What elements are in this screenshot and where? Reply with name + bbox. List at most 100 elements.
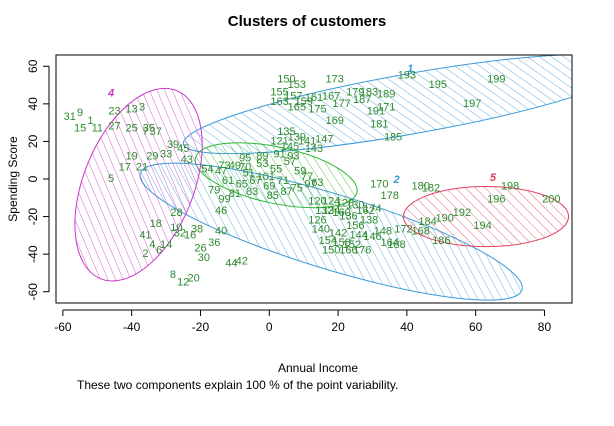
point-label: 3 [139,102,145,114]
point-label: 187 [353,94,371,106]
point-label: 178 [381,190,399,202]
point-label: 18 [150,218,162,230]
point-label: 143 [305,143,323,155]
x-tick-label: 20 [331,320,345,334]
point-label: 67 [249,175,261,187]
point-label: 55 [270,164,282,176]
point-label: 136 [339,211,357,223]
point-label: 36 [208,237,220,249]
point-label: 47 [215,165,227,177]
x-tick-label: -60 [54,320,72,334]
point-label: 163 [270,96,288,108]
point-label: 150 [322,244,340,256]
point-label: 20 [187,273,199,285]
x-tick-label: 0 [266,320,273,334]
cluster-label-1: 1 [407,63,413,75]
point-label: 200 [542,194,560,206]
point-label: 189 [377,88,395,100]
y-tick-label: -60 [26,283,40,301]
point-label: 12 [177,276,189,288]
point-label: 132 [315,205,333,217]
point-label: 130 [346,199,364,211]
point-label: 194 [473,220,491,232]
x-tick-label: 40 [400,320,414,334]
point-label: 83 [246,186,258,198]
point-label: 46 [215,205,227,217]
point-label: 53 [256,158,268,170]
cluster-label-4: 4 [107,87,114,99]
point-label: 139 [288,132,306,144]
point-label: 10 [170,222,182,234]
x-axis: -60 -40 -20 0 20 40 60 80 [54,309,551,334]
point-label: 183 [360,87,378,99]
point-label: 157 [284,90,302,102]
point-label: 147 [315,134,333,146]
y-tick-label: -20 [26,208,40,226]
point-label: 79 [208,184,220,196]
cluster-label-2: 2 [392,174,399,186]
point-label: 146 [363,231,381,243]
point-label: 138 [360,214,378,226]
point-label: 150 [277,73,295,85]
point-label: 5 [108,173,114,185]
point-label: 192 [453,207,471,219]
point-label: 167 [322,90,340,102]
point-label: 140 [312,224,330,236]
point-label: 175 [308,103,326,115]
point-label: 173 [325,73,343,85]
point-label: 43 [181,154,193,166]
y-tick-label: 40 [26,97,40,111]
point-label: 13 [126,103,138,115]
point-label: 91 [273,149,285,161]
point-label: 191 [367,105,385,117]
point-label: 99 [218,194,230,206]
plot-frame [55,54,573,304]
point-label: 28 [170,207,182,219]
point-label: 171 [377,102,395,114]
x-tick-label: 60 [469,320,483,334]
point-label: 179 [346,87,364,99]
point-label: 124 [322,196,340,208]
x-tick-label: -40 [123,320,141,334]
point-label: 70 [239,162,251,174]
point-label: 161 [305,92,323,104]
point-label: 121 [270,135,288,147]
point-label: 158 [332,237,350,249]
point-label: 198 [501,181,519,193]
point-label: 126 [308,214,326,226]
point-label: 61 [222,175,234,187]
point-label: 181 [370,119,388,131]
point-label: 190 [436,212,454,224]
point-label: 26 [194,243,206,255]
point-label: 101 [257,171,275,183]
point-label: 128 [336,197,354,209]
point-label: 49 [229,160,241,172]
point-label: 89 [256,150,268,162]
point-label: 71 [277,175,289,187]
point-label: 184 [418,216,436,228]
point-label: 33 [160,149,172,161]
point-label: 4 [149,239,155,251]
point-label: 51 [243,167,255,179]
point-label: 165 [288,102,306,114]
point-label: 45 [177,143,189,155]
point-label: 144 [350,229,368,241]
cluster-ellipse-4 [74,87,203,282]
point-label: 1 [87,115,93,127]
point-label: 57 [284,156,296,168]
variability-footnote: These two components explain 100 % of th… [77,378,398,392]
point-label: 39 [167,139,179,151]
point-label: 168 [411,226,429,238]
point-label: 7 [142,126,148,138]
point-label: 142 [329,227,347,239]
x-tick-label: -20 [192,320,210,334]
point-label: 93 [287,150,299,162]
point-label: 196 [487,194,505,206]
point-label: 134 [322,205,340,217]
point-label: 195 [429,79,447,91]
point-label: 6 [156,244,162,256]
x-axis-label: Annual Income [278,361,358,375]
point-label: 159 [295,96,313,108]
